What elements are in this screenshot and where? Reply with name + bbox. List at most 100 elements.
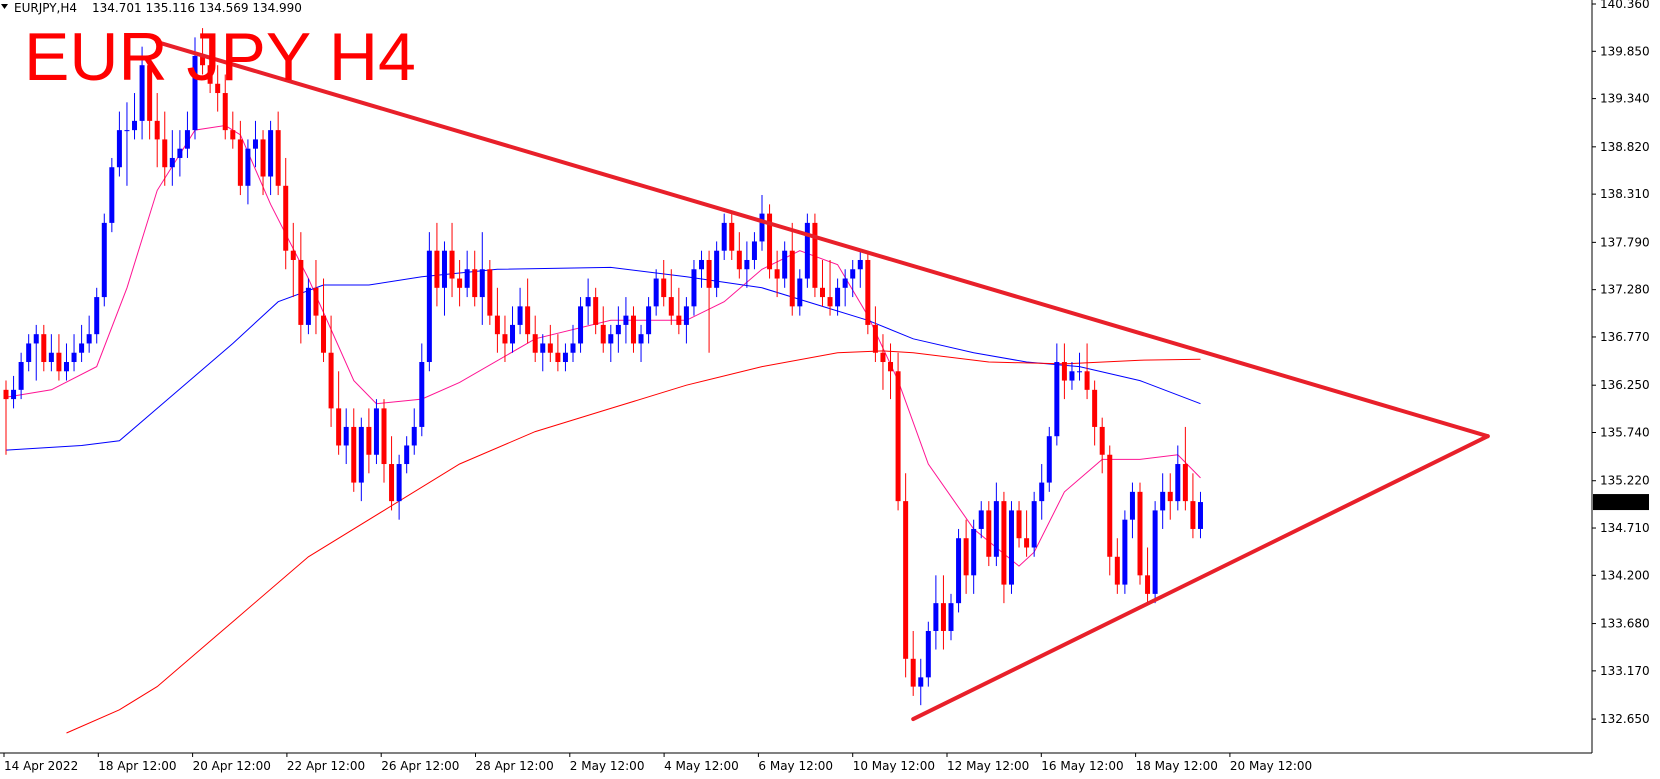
candle-body xyxy=(963,538,969,576)
candle-132 xyxy=(1001,491,1007,604)
candle-body xyxy=(510,324,516,344)
candle-body xyxy=(373,408,379,455)
candle-76 xyxy=(578,297,584,353)
candle-body xyxy=(343,426,349,446)
time-tick-label: 6 May 12:00 xyxy=(758,759,833,773)
candle-47 xyxy=(358,417,364,502)
candle-109 xyxy=(827,259,833,316)
candle-body xyxy=(396,464,402,502)
candle-body xyxy=(857,259,863,270)
time-tick-label: 16 May 12:00 xyxy=(1041,759,1123,773)
candle-body xyxy=(1122,519,1128,585)
candle-44 xyxy=(336,371,342,455)
candle-121 xyxy=(918,658,924,706)
candle-body xyxy=(389,464,395,502)
candle-body xyxy=(26,343,32,363)
candle-body xyxy=(56,352,62,372)
candle-body xyxy=(86,334,92,344)
candle-56 xyxy=(426,232,432,372)
candle-body xyxy=(895,371,901,502)
candle-body xyxy=(865,259,871,325)
candle-38 xyxy=(290,222,296,298)
candle-body xyxy=(706,259,712,288)
candle-body xyxy=(646,306,652,335)
candle-156 xyxy=(1182,426,1188,511)
candle-36 xyxy=(275,111,281,196)
candle-140 xyxy=(1061,343,1067,400)
candle-22 xyxy=(169,130,175,186)
candle-74 xyxy=(562,343,568,372)
candle-body xyxy=(774,269,780,279)
candle-23 xyxy=(177,130,183,177)
candle-64 xyxy=(487,259,493,325)
candle-body xyxy=(819,287,825,298)
candle-112 xyxy=(850,259,856,298)
candle-body xyxy=(275,130,281,186)
candle-body xyxy=(441,250,447,288)
time-tick-label: 10 May 12:00 xyxy=(853,759,935,773)
candle-body xyxy=(381,408,387,465)
price-tick-label: 137.790 xyxy=(1600,235,1650,249)
candle-body xyxy=(336,408,342,446)
candle-body xyxy=(222,93,228,131)
candle-body xyxy=(812,222,818,288)
candle-body xyxy=(751,241,757,260)
candle-69 xyxy=(525,278,531,344)
candle-2 xyxy=(18,352,24,400)
candle-90 xyxy=(683,297,689,344)
candle-136 xyxy=(1031,491,1037,557)
time-tick-label: 18 Apr 12:00 xyxy=(98,759,176,773)
time-tick-label: 4 May 12:00 xyxy=(664,759,739,773)
triangle-down-icon[interactable] xyxy=(1,4,8,9)
candle-body xyxy=(192,55,198,131)
candle-body xyxy=(245,148,251,186)
candle-27 xyxy=(207,46,213,94)
candle-107 xyxy=(812,213,818,298)
candle-body xyxy=(850,269,856,279)
moving-average-line-2 xyxy=(66,350,1201,734)
candle-body xyxy=(139,65,145,121)
candle-body xyxy=(699,259,705,270)
candle-body xyxy=(1167,491,1173,502)
candle-body xyxy=(525,306,531,335)
candle-body xyxy=(33,334,39,344)
candle-6 xyxy=(48,334,54,372)
candle-body xyxy=(653,278,659,307)
price-tick-label: 133.170 xyxy=(1600,664,1650,678)
candle-31 xyxy=(237,120,243,196)
candle-body xyxy=(132,120,138,131)
candle-body xyxy=(200,55,206,66)
candle-body xyxy=(782,250,788,279)
candle-body xyxy=(940,603,946,631)
candle-139 xyxy=(1054,343,1060,446)
candle-body xyxy=(124,130,130,132)
candle-72 xyxy=(547,324,553,363)
candle-body xyxy=(608,334,614,344)
candle-92 xyxy=(699,250,705,288)
price-tick-label: 135.740 xyxy=(1600,425,1650,439)
candle-143 xyxy=(1084,343,1090,400)
candle-body xyxy=(585,297,591,307)
time-tick-label: 22 Apr 12:00 xyxy=(287,759,365,773)
candle-86 xyxy=(653,269,659,316)
candle-135 xyxy=(1024,510,1030,557)
candle-13 xyxy=(101,213,107,307)
candle-body xyxy=(562,352,568,363)
price-tick-label: 140.360 xyxy=(1600,0,1650,11)
candle-50 xyxy=(381,399,387,483)
candle-73 xyxy=(555,334,561,372)
candle-97 xyxy=(736,232,742,279)
ohlc-readout: 134.701 135.116 134.569 134.990 xyxy=(92,1,302,15)
time-tick-label: 28 Apr 12:00 xyxy=(476,759,554,773)
candle-79 xyxy=(600,306,606,353)
candle-29 xyxy=(222,74,228,140)
candle-9 xyxy=(71,334,77,372)
candle-body xyxy=(993,501,999,557)
candle-122 xyxy=(925,621,931,687)
candle-body xyxy=(729,222,735,251)
candle-89 xyxy=(676,287,682,335)
candle-103 xyxy=(782,241,788,288)
candle-120 xyxy=(910,630,916,696)
